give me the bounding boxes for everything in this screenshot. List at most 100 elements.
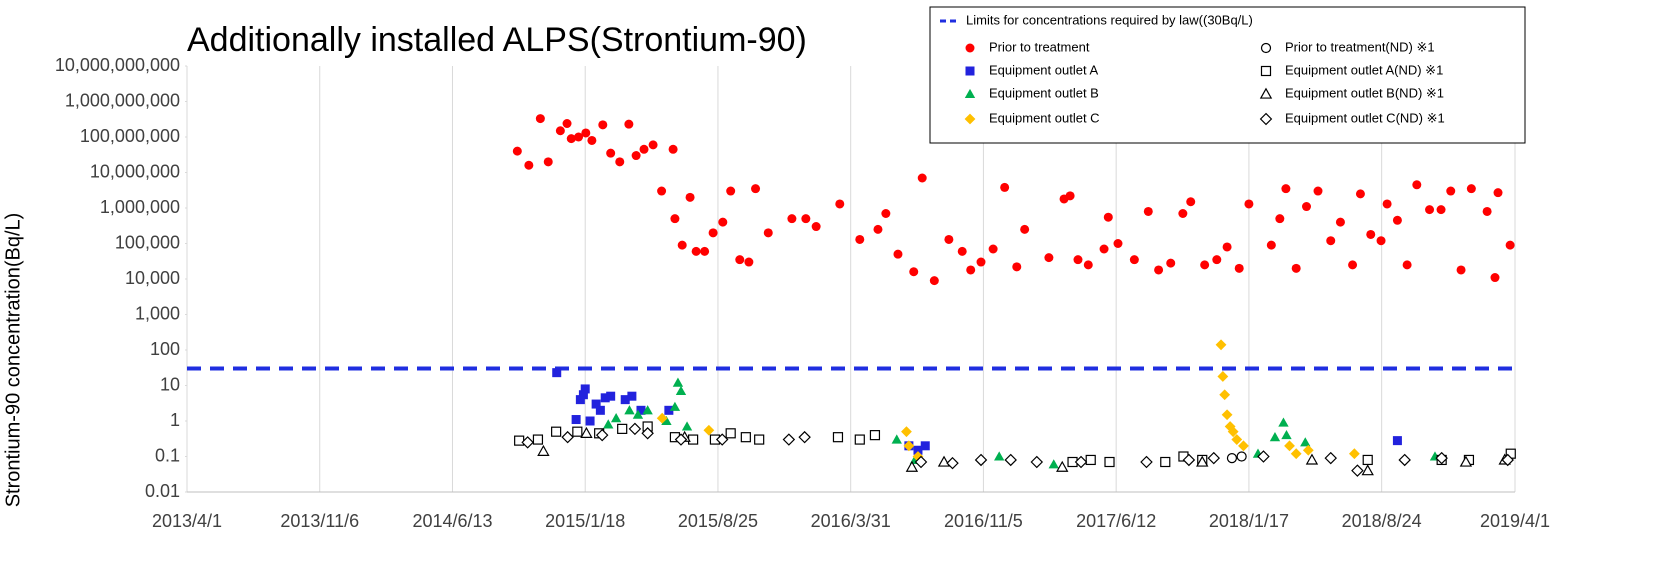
- point: [966, 265, 976, 275]
- point: [688, 434, 699, 445]
- point: [642, 405, 653, 415]
- point: [1402, 260, 1412, 270]
- point: [1291, 263, 1301, 273]
- x-tick-label: 2013/11/6: [280, 511, 359, 531]
- point: [674, 433, 688, 446]
- x-tick-label: 2014/6/13: [412, 511, 492, 531]
- point: [514, 435, 525, 446]
- point: [946, 456, 959, 470]
- point: [1044, 253, 1054, 263]
- point: [562, 119, 572, 129]
- legend-label: Equipment outlet C: [989, 110, 1100, 125]
- point: [964, 113, 976, 125]
- point: [572, 426, 583, 437]
- y-tick-label: 1: [170, 410, 180, 430]
- point: [1129, 255, 1139, 265]
- point: [580, 384, 590, 394]
- point: [1501, 453, 1514, 467]
- point: [1490, 273, 1500, 283]
- point: [581, 128, 591, 138]
- x-tick-label: 2018/1/17: [1209, 511, 1289, 531]
- point: [937, 455, 951, 467]
- point: [657, 186, 667, 196]
- point: [1073, 255, 1083, 265]
- point: [1236, 451, 1247, 462]
- point: [1178, 208, 1188, 218]
- point: [1000, 182, 1010, 192]
- x-tick-label: 2013/4/1: [152, 511, 222, 531]
- x-tick-label: 2017/6/12: [1076, 511, 1156, 531]
- point: [591, 399, 601, 409]
- point: [598, 120, 608, 130]
- y-tick-label: 100,000: [115, 232, 180, 252]
- point: [620, 395, 630, 405]
- point: [1074, 455, 1088, 469]
- point: [1103, 212, 1113, 222]
- point: [521, 436, 534, 449]
- point: [1160, 456, 1171, 468]
- point: [700, 246, 710, 256]
- point: [715, 433, 729, 446]
- point: [1456, 265, 1466, 275]
- y-tick-label: 100: [150, 339, 180, 359]
- y-tick-label: 10,000,000,000: [55, 55, 180, 75]
- point: [600, 393, 610, 403]
- point: [976, 257, 986, 267]
- point: [1466, 184, 1476, 194]
- point: [575, 395, 585, 405]
- legend-label: Prior to treatment(ND) ※1: [1285, 39, 1435, 54]
- point: [1099, 244, 1109, 254]
- point: [1259, 112, 1273, 126]
- point: [543, 157, 553, 167]
- point: [726, 186, 736, 196]
- point: [603, 419, 614, 429]
- point: [595, 405, 605, 415]
- point: [1085, 454, 1096, 466]
- point: [1281, 184, 1291, 194]
- point: [893, 249, 903, 259]
- point: [1259, 87, 1273, 99]
- point: [1361, 464, 1374, 476]
- point: [615, 157, 625, 167]
- point: [798, 430, 811, 444]
- point: [957, 246, 967, 256]
- point: [965, 43, 975, 53]
- point: [1104, 456, 1115, 468]
- y-tick-label: 0.1: [155, 445, 180, 465]
- point: [1313, 186, 1323, 196]
- x-tick-label: 2018/8/24: [1342, 511, 1422, 531]
- point: [1266, 240, 1276, 250]
- point: [1482, 206, 1492, 216]
- point: [585, 416, 595, 426]
- legend-label: Equipment outlet B(ND) ※1: [1285, 85, 1444, 100]
- point: [1300, 437, 1311, 447]
- point: [1351, 464, 1364, 477]
- point: [1301, 202, 1311, 212]
- legend-label: Limits for concentrations required by la…: [966, 12, 1253, 27]
- point: [512, 146, 522, 156]
- point: [624, 405, 635, 415]
- point: [1231, 434, 1243, 445]
- point: [1260, 65, 1272, 77]
- point: [1436, 205, 1446, 215]
- point: [1392, 436, 1402, 446]
- point: [675, 385, 687, 396]
- point: [873, 224, 883, 234]
- point: [691, 246, 701, 256]
- point: [782, 433, 796, 446]
- point: [1348, 260, 1358, 270]
- point: [1234, 263, 1244, 273]
- point: [1207, 451, 1221, 465]
- point: [1305, 453, 1319, 465]
- point: [561, 430, 574, 444]
- point: [664, 405, 674, 415]
- point: [1366, 229, 1376, 239]
- point: [681, 421, 693, 431]
- x-tick-label: 2015/8/25: [678, 511, 758, 531]
- point: [835, 199, 845, 209]
- point: [1200, 260, 1210, 270]
- point: [1222, 242, 1232, 252]
- point: [994, 451, 1005, 461]
- y-tick-label: 10,000: [125, 268, 180, 288]
- point: [735, 255, 745, 265]
